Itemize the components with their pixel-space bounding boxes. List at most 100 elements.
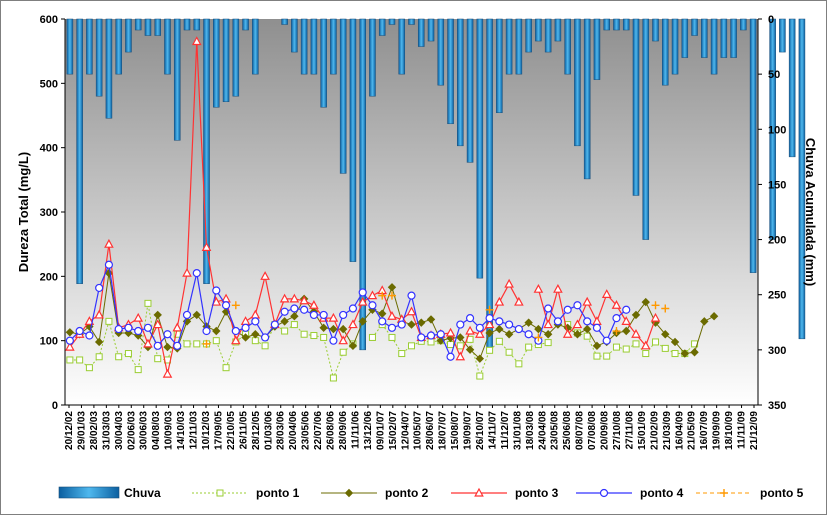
point-ponto-4-39: [446, 352, 455, 361]
point-ponto-4-40: [456, 320, 465, 329]
point-ponto-3-53: [582, 296, 592, 306]
bar-chuva-13: [193, 18, 201, 31]
bar-chuva-12: [183, 18, 191, 31]
point-ponto-2-33: [387, 283, 397, 292]
bar-chuva-48: [535, 18, 542, 42]
point-ponto-3-23: [289, 293, 300, 303]
point-ponto-4-29: [348, 304, 358, 313]
point-ponto-4-38: [436, 330, 445, 339]
point-ponto-4-13: [192, 269, 201, 278]
point-ponto-3-42: [475, 328, 485, 338]
bar-chuva-49: [544, 18, 552, 53]
x-tick-label: 23/05/06: [301, 411, 312, 450]
point-ponto-1-7: [134, 366, 142, 374]
point-ponto-4-50: [553, 317, 563, 326]
x-tick-label: 15/08/07: [450, 411, 461, 450]
bar-chuva-64: [691, 18, 698, 36]
point-ponto-3-33: [387, 310, 397, 320]
point-ponto-1-42: [476, 372, 484, 380]
y-left-tick-label: 600: [40, 14, 58, 26]
bar-chuva-22: [281, 18, 288, 25]
point-ponto-3-29: [348, 319, 358, 329]
y-left-tick-label: 300: [40, 207, 58, 219]
bar-chuva-32: [378, 18, 386, 36]
point-ponto-4-27: [329, 336, 338, 345]
bar-chuva-40: [457, 18, 464, 147]
bar-chuva-57: [622, 18, 630, 31]
point-ponto-2-26: [319, 323, 328, 333]
x-tick-label: 26/11/05: [238, 411, 249, 450]
x-tick-label: 27/11/08: [624, 411, 635, 450]
point-ponto-2-44: [495, 324, 504, 334]
bar-chuva-42: [476, 18, 484, 279]
point-ponto-5-17: [231, 301, 240, 310]
bar-chuva-17: [232, 18, 240, 97]
point-ponto-1-34: [398, 350, 406, 358]
point-ponto-5-48: [534, 333, 543, 342]
point-ponto-3-58: [631, 328, 641, 338]
y-right-tick-label: 200: [768, 235, 786, 247]
point-ponto-3-27: [328, 312, 339, 322]
point-ponto-4-42: [475, 323, 484, 332]
legend-marker-2: [344, 488, 354, 498]
point-ponto-4-18: [241, 323, 250, 332]
point-ponto-1-5: [115, 353, 123, 361]
x-tick-label: 25/06/08: [562, 411, 573, 450]
point-ponto-3-50: [553, 283, 563, 293]
bar-chuva-16: [222, 18, 230, 102]
point-ponto-1-35: [408, 342, 415, 350]
point-ponto-1-44: [495, 337, 503, 345]
point-ponto-1-24: [300, 330, 308, 338]
y-right-tick-label: 0: [768, 14, 774, 26]
bar-chuva-14: [203, 18, 210, 284]
legend-label: ponto 1: [256, 486, 300, 500]
bar-chuva-28: [339, 18, 347, 174]
point-ponto-3-44: [494, 296, 505, 306]
point-ponto-4-10: [163, 330, 172, 339]
point-ponto-4-54: [592, 323, 602, 332]
point-ponto-4-12: [182, 310, 192, 320]
y-right-tick-label: 100: [768, 124, 786, 136]
point-ponto-5-32: [378, 291, 387, 300]
bar-chuva-39: [447, 18, 454, 125]
bar-chuva-36: [417, 18, 425, 47]
x-tick-label: 21/12/09: [749, 411, 760, 450]
x-tick-label: 15/01/09: [637, 411, 648, 450]
point-ponto-5-14: [202, 339, 211, 348]
legend-item-ponto-1: ponto 1: [192, 486, 300, 500]
point-ponto-2-49: [543, 330, 553, 339]
bar-chuva-55: [603, 18, 610, 31]
series-ponto-5: [202, 291, 670, 348]
bar-chuva-29: [349, 18, 357, 262]
x-tick-label: 10/05/07: [413, 411, 424, 450]
point-ponto-4-9: [153, 341, 162, 350]
point-ponto-3-35: [406, 306, 417, 316]
bar-chuva-72: [769, 18, 776, 240]
point-ponto-3-51: [562, 328, 573, 338]
point-ponto-2-45: [504, 330, 514, 339]
point-ponto-4-14: [202, 326, 211, 336]
x-tick-label: 09/01/07: [375, 411, 386, 450]
bar-chuva-66: [710, 18, 718, 75]
point-ponto-1-1: [76, 356, 84, 364]
point-ponto-2-54: [592, 341, 602, 351]
bar-chuva-9: [154, 18, 161, 36]
bar-chuva-8: [144, 18, 152, 36]
point-ponto-3-12: [182, 267, 192, 277]
bar-chuva-30: [359, 18, 366, 351]
bar-chuva-59: [642, 18, 650, 240]
point-ponto-4-46: [514, 324, 523, 334]
point-ponto-2-66: [709, 312, 719, 321]
point-ponto-1-9: [154, 355, 162, 363]
bar-chuva-23: [291, 18, 298, 53]
point-ponto-2-64: [690, 348, 699, 357]
y-axis-right-title: Chuva Acumulada (mm): [803, 138, 818, 286]
bar-chuva-52: [574, 18, 581, 147]
point-ponto-2-65: [700, 317, 709, 326]
point-ponto-4-43: [485, 314, 494, 323]
x-tick-label: 29/01/03: [76, 411, 87, 450]
point-ponto-4-1: [75, 326, 84, 336]
point-ponto-1-6: [124, 350, 132, 358]
x-tick-label: 28/02/03: [89, 411, 100, 450]
point-ponto-3-39: [445, 327, 456, 337]
